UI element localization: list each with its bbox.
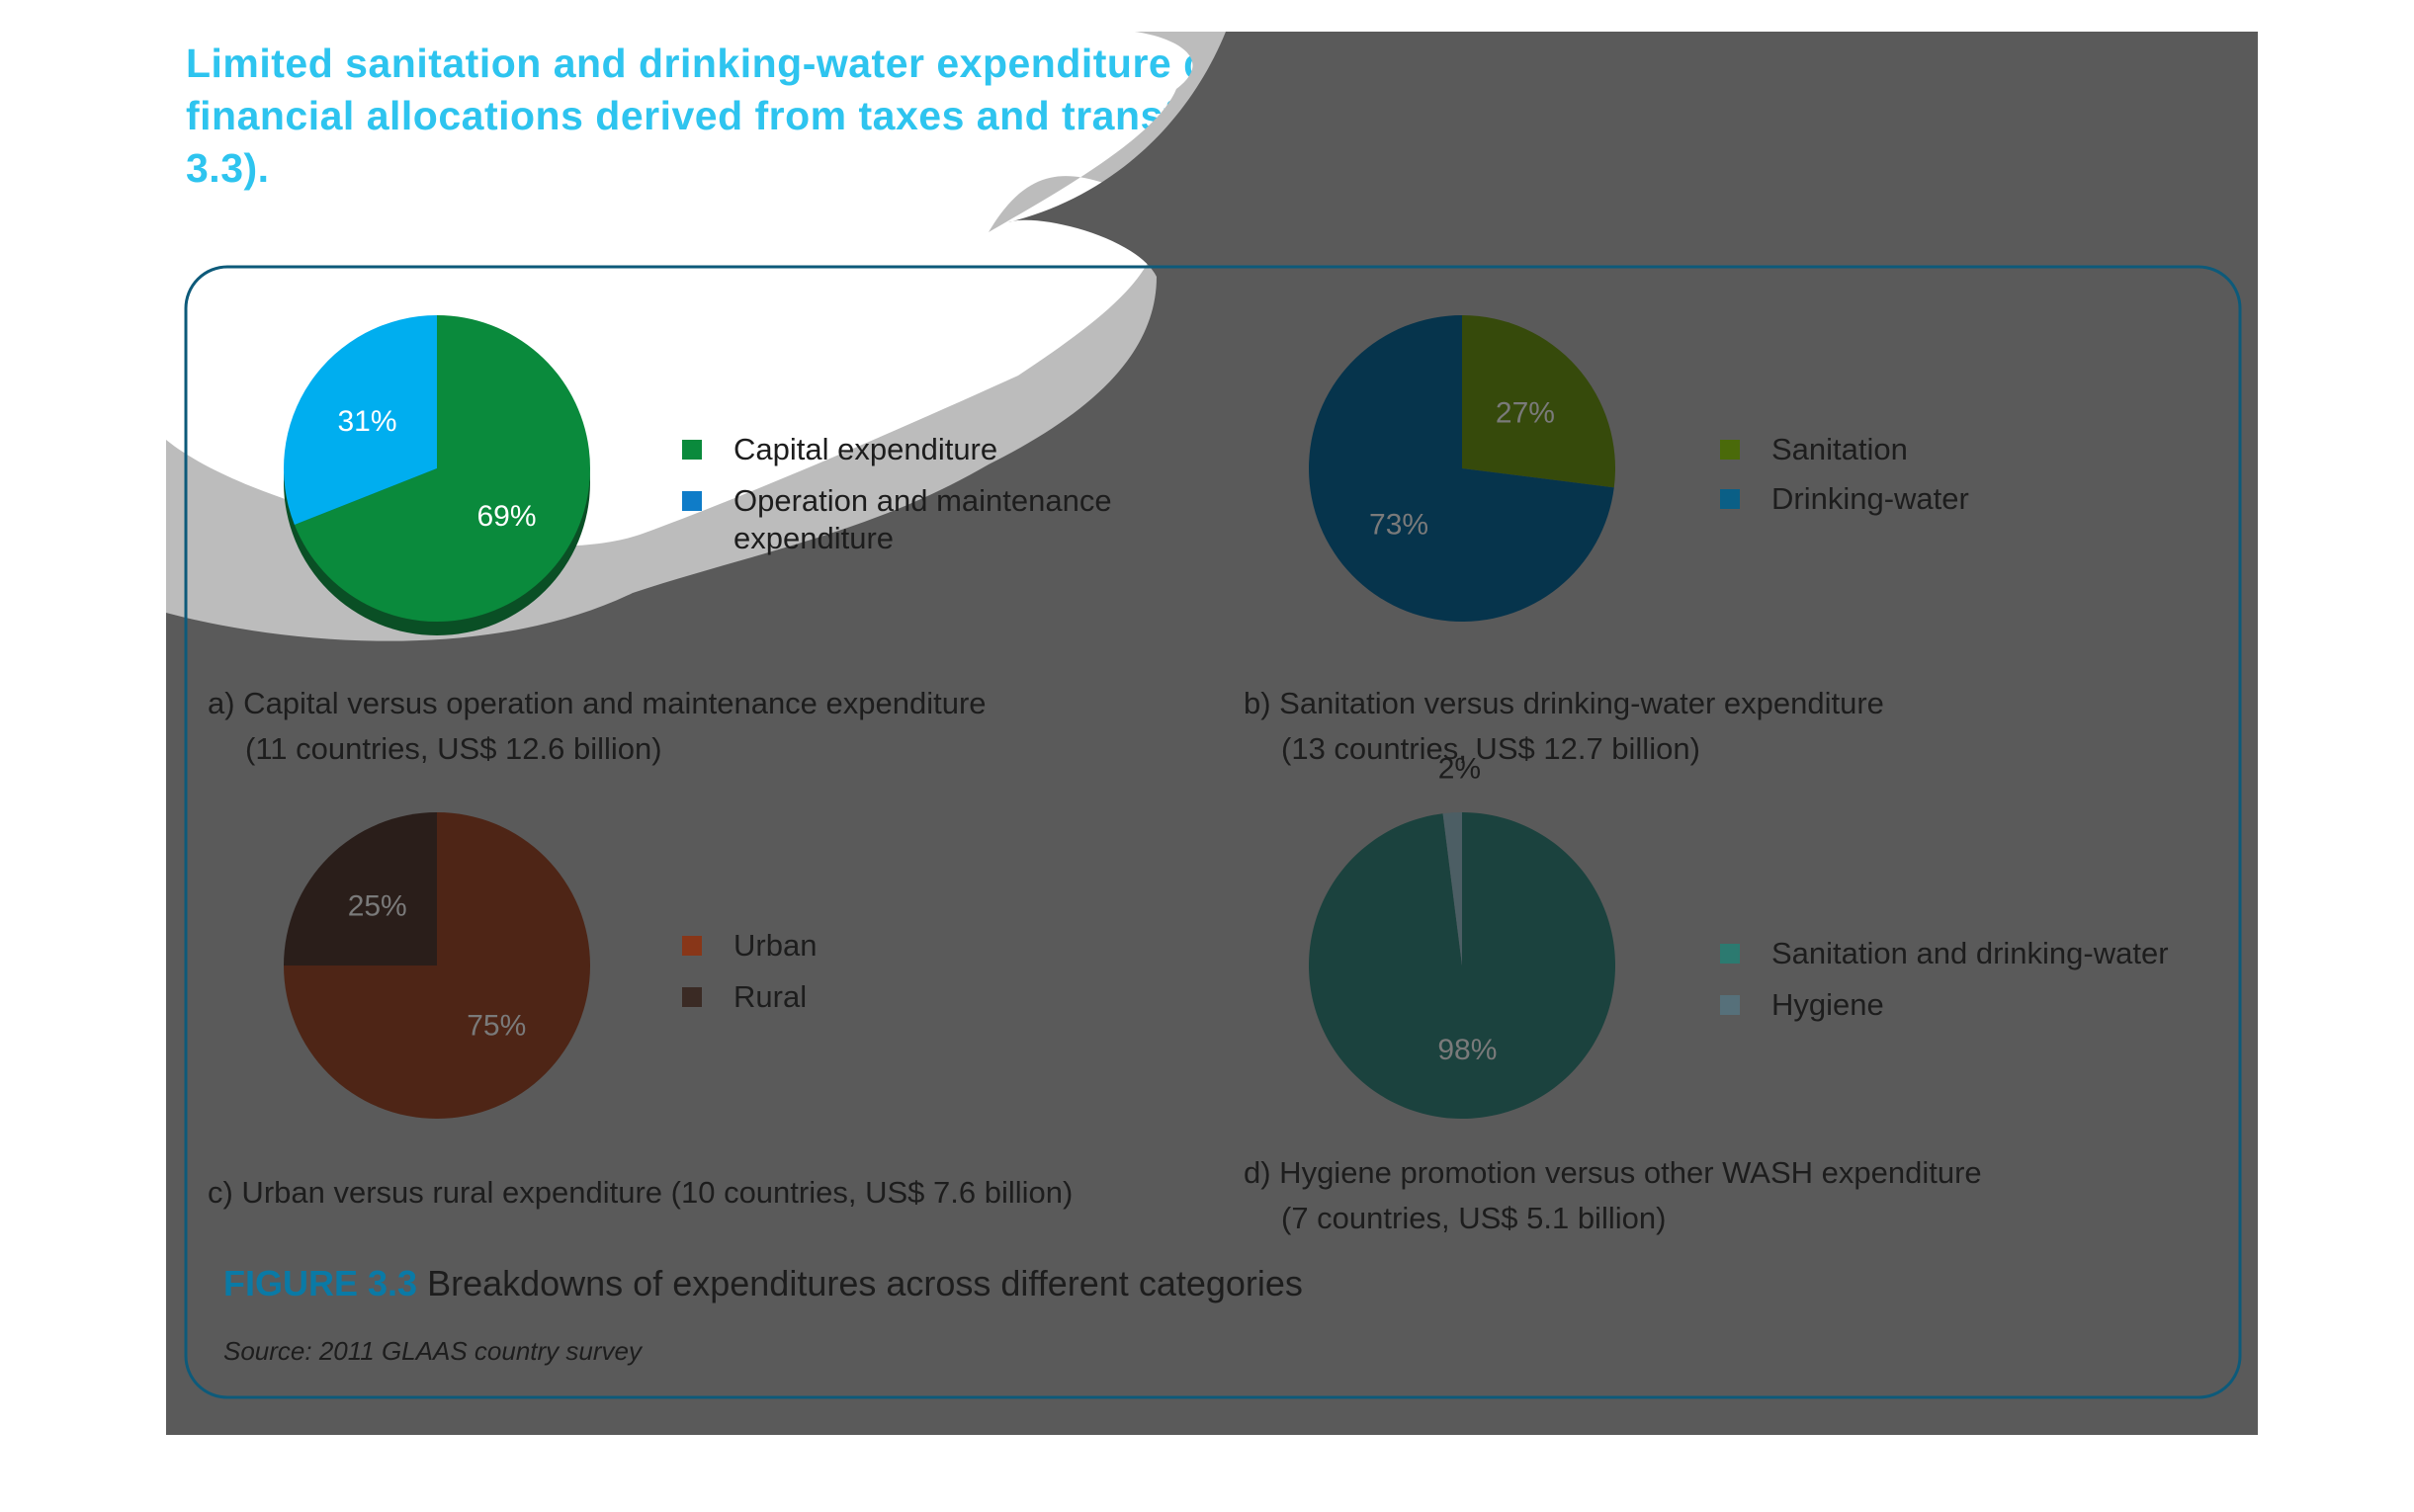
caption-d-line2: (7 countries, US$ 5.1 billion)	[1281, 1201, 1667, 1235]
pie-label-c-0: 75%	[467, 1009, 526, 1042]
figure-source: Source: 2011 GLAAS country survey	[223, 1336, 642, 1366]
legend-label-capital: Capital expenditure	[733, 432, 998, 466]
pie-label-d-0: 98%	[1437, 1034, 1497, 1066]
legend-label-urban: Urban	[733, 928, 818, 963]
pie-label-b-0: 27%	[1496, 397, 1555, 430]
legend-label-hygiene: Hygiene	[1771, 987, 1884, 1022]
caption-a-line1: a) Capital versus operation and maintena…	[208, 686, 987, 720]
caption-b-line1: b) Sanitation versus drinking-water expe…	[1244, 686, 1884, 720]
caption-b: b) Sanitation versus drinking-water expe…	[1244, 681, 1884, 772]
legend-swatch-hygiene	[1720, 995, 1740, 1015]
legend-swatch-sanitation-drinking-water	[1720, 944, 1740, 964]
caption-d: d) Hygiene promotion versus other WASH e…	[1244, 1150, 1982, 1241]
pie-slice-a-0	[294, 315, 590, 622]
figure-number: FIGURE 3.3	[223, 1263, 418, 1303]
pie-chart-a: 69% 31%	[283, 315, 590, 635]
legend-swatch-sanitation	[1720, 440, 1740, 460]
caption-a: a) Capital versus operation and maintena…	[208, 681, 987, 772]
legend-swatch-capital	[682, 440, 702, 460]
legend-swatch-operation-maintenance	[682, 491, 702, 511]
legend-label-rural: Rural	[733, 979, 808, 1014]
caption-b-line2: (13 countries, US$ 12.7 billion)	[1281, 731, 1700, 766]
pie-label-d-1: 2%	[1438, 752, 1481, 785]
overlay-main	[166, 32, 2258, 1435]
legend-swatch-rural	[682, 987, 702, 1007]
pie-label-a-1: 31%	[337, 405, 396, 438]
pie-chart-c: 75% 25%	[284, 812, 590, 1119]
pie-slice-b-0	[1462, 315, 1616, 488]
legend-label-sanitation: Sanitation	[1771, 432, 1908, 466]
pie-chart-b: 27% 73%	[1309, 315, 1616, 622]
caption-a-line2: (11 countries, US$ 12.6 billion)	[245, 731, 662, 766]
figure-title: FIGURE 3.3 Breakdowns of expenditures ac…	[223, 1263, 1303, 1304]
figure-frame	[184, 265, 2242, 1399]
pie-chart-d: 98% 2%	[1309, 752, 1616, 1119]
pie-slice-c-1	[284, 812, 437, 966]
figure-title-text: Breakdowns of expenditures across differ…	[427, 1263, 1303, 1303]
pie-slice-b-1	[1309, 315, 1614, 622]
legend-label-sanitation-drinking-water: Sanitation and drinking-water	[1771, 936, 2169, 970]
pie-slice-a-1	[283, 315, 437, 526]
pie-label-b-1: 73%	[1369, 508, 1428, 541]
pie-label-a-0: 69%	[476, 500, 536, 533]
legend-swatch-urban	[682, 936, 702, 956]
pie-slice-d-1	[1442, 811, 1462, 966]
pie-label-c-1: 25%	[348, 890, 407, 923]
legend-label-drinking-water: Drinking-water	[1771, 481, 1969, 516]
caption-c-line1: c) Urban versus rural expenditure (10 co…	[208, 1175, 1074, 1210]
caption-d-line1: d) Hygiene promotion versus other WASH e…	[1244, 1155, 1982, 1190]
legend-swatch-drinking-water	[1720, 489, 1740, 509]
pie-slice-d-0	[1309, 812, 1616, 1119]
legend-label-operation-maintenance: Operation and maintenance expenditure	[733, 483, 1112, 555]
caption-c: c) Urban versus rural expenditure (10 co…	[208, 1170, 1073, 1216]
